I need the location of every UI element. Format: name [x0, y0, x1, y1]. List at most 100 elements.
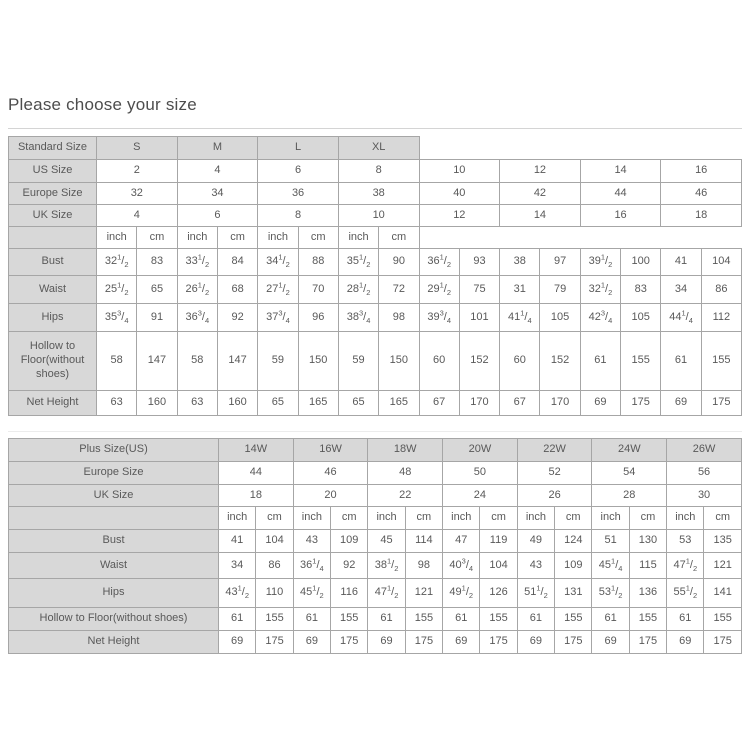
size-value-cell: 30 — [666, 484, 742, 507]
size-value-cell: 40 — [418, 182, 501, 205]
measure-value-cell: 98 — [404, 552, 444, 579]
measure-value-cell: 391/2 — [579, 248, 622, 276]
measure-value-cell: 351/2 — [337, 248, 380, 276]
measure-value-cell: 105 — [539, 303, 581, 332]
size-value-cell: 10 — [337, 204, 420, 227]
size-value-cell: 6 — [257, 159, 339, 183]
size-group-cell: L — [257, 136, 339, 160]
measure-value-cell: 96 — [297, 303, 339, 332]
measure-value-cell: 72 — [378, 275, 420, 304]
measure-value-cell: 61 — [516, 607, 556, 631]
measure-value-cell: 175 — [628, 630, 668, 654]
size-row-label-cell: Europe Size — [8, 461, 219, 485]
measure-value-cell: 65 — [337, 390, 380, 416]
measure-value-cell: 175 — [554, 630, 593, 654]
measure-value-cell: 63 — [176, 390, 218, 416]
measure-value-cell: 61 — [292, 607, 332, 631]
measure-value-cell: 141 — [703, 578, 742, 608]
measure-value-cell: 68 — [216, 275, 259, 304]
size-value-cell: 2 — [96, 159, 178, 183]
measure-label-cell: Net Height — [8, 390, 97, 416]
size-value-cell: 14 — [579, 159, 662, 183]
measure-value-cell: 160 — [216, 390, 259, 416]
unit-row-corner-cell — [8, 506, 219, 530]
measure-value-cell: 70 — [297, 275, 339, 304]
unit-cell: inch — [591, 506, 630, 530]
measure-value-cell: 471/2 — [367, 578, 406, 608]
measure-value-cell: 93 — [458, 248, 501, 276]
measure-value-cell: 69 — [579, 390, 622, 416]
measure-value-cell: 491/2 — [442, 578, 481, 608]
size-row-label-cell: UK Size — [8, 484, 219, 507]
size-row-label-cell: Europe Size — [8, 182, 97, 205]
measure-value-cell: 79 — [539, 275, 581, 304]
measure-value-cell: 281/2 — [337, 275, 380, 304]
measure-value-cell: 53 — [666, 529, 705, 553]
size-row-label-cell: US Size — [8, 159, 97, 183]
measure-value-cell: 126 — [479, 578, 518, 608]
measure-value-cell: 160 — [136, 390, 178, 416]
measure-value-cell: 511/2 — [516, 578, 556, 608]
size-value-cell: 48 — [367, 461, 444, 485]
measure-value-cell: 363/4 — [176, 303, 218, 332]
measure-value-cell: 251/2 — [95, 275, 138, 304]
measure-value-cell: 88 — [297, 248, 339, 276]
measure-value-cell: 65 — [257, 390, 299, 416]
measure-value-cell: 147 — [136, 331, 178, 391]
measure-label-cell: Hollow to Floor(without shoes) — [8, 331, 97, 391]
unit-cell: cm — [404, 506, 444, 530]
measure-value-cell: 34 — [660, 275, 702, 304]
measure-value-cell: 59 — [257, 331, 299, 391]
size-value-cell: 20 — [292, 484, 369, 507]
section-divider — [8, 431, 742, 432]
size-value-cell: 16 — [660, 159, 742, 183]
measure-value-cell: 423/4 — [579, 303, 622, 332]
measure-value-cell: 155 — [330, 607, 369, 631]
size-group-cell: XL — [337, 136, 420, 160]
size-value-cell: 38 — [337, 182, 420, 205]
measure-value-cell: 175 — [479, 630, 518, 654]
measure-value-cell: 431/2 — [217, 578, 257, 608]
measure-value-cell: 98 — [378, 303, 420, 332]
measure-value-cell: 83 — [136, 248, 178, 276]
measure-value-cell: 75 — [458, 275, 501, 304]
measure-value-cell: 41 — [660, 248, 702, 276]
unit-cell: inch — [95, 226, 138, 249]
size-value-cell: 12 — [499, 159, 581, 183]
size-value-cell: 46 — [292, 461, 369, 485]
measure-value-cell: 115 — [628, 552, 668, 579]
size-value-cell: 50 — [442, 461, 518, 485]
size-value-cell: 8 — [337, 159, 420, 183]
unit-cell: inch — [292, 506, 332, 530]
measure-value-cell: 321/2 — [95, 248, 138, 276]
measure-value-cell: 261/2 — [176, 275, 218, 304]
measure-value-cell: 69 — [591, 630, 630, 654]
size-value-cell: 44 — [579, 182, 662, 205]
measure-value-cell: 109 — [554, 552, 593, 579]
measure-value-cell: 155 — [404, 607, 444, 631]
size-value-cell: 8 — [257, 204, 339, 227]
measure-value-cell: 69 — [666, 630, 705, 654]
measure-value-cell: 104 — [255, 529, 294, 553]
size-value-cell: 6 — [176, 204, 259, 227]
measure-value-cell: 51 — [591, 529, 630, 553]
measure-value-cell: 105 — [620, 303, 662, 332]
measure-value-cell: 104 — [479, 552, 518, 579]
size-system-header-cell: Plus Size(US) — [8, 438, 219, 462]
measure-value-cell: 124 — [554, 529, 593, 553]
measure-value-cell: 61 — [367, 607, 406, 631]
size-value-cell: 10 — [418, 159, 501, 183]
unit-cell: inch — [257, 226, 299, 249]
measure-value-cell: 136 — [628, 578, 668, 608]
size-value-cell: 12 — [418, 204, 501, 227]
measure-value-cell: 152 — [539, 331, 581, 391]
measure-value-cell: 61 — [217, 607, 257, 631]
unit-cell: inch — [337, 226, 380, 249]
measure-value-cell: 69 — [292, 630, 332, 654]
measure-value-cell: 43 — [516, 552, 556, 579]
unit-cell: inch — [217, 506, 257, 530]
measure-value-cell: 321/2 — [579, 275, 622, 304]
unit-cell: cm — [136, 226, 178, 249]
measure-value-cell: 100 — [620, 248, 662, 276]
size-system-header-cell: Standard Size — [8, 136, 97, 160]
